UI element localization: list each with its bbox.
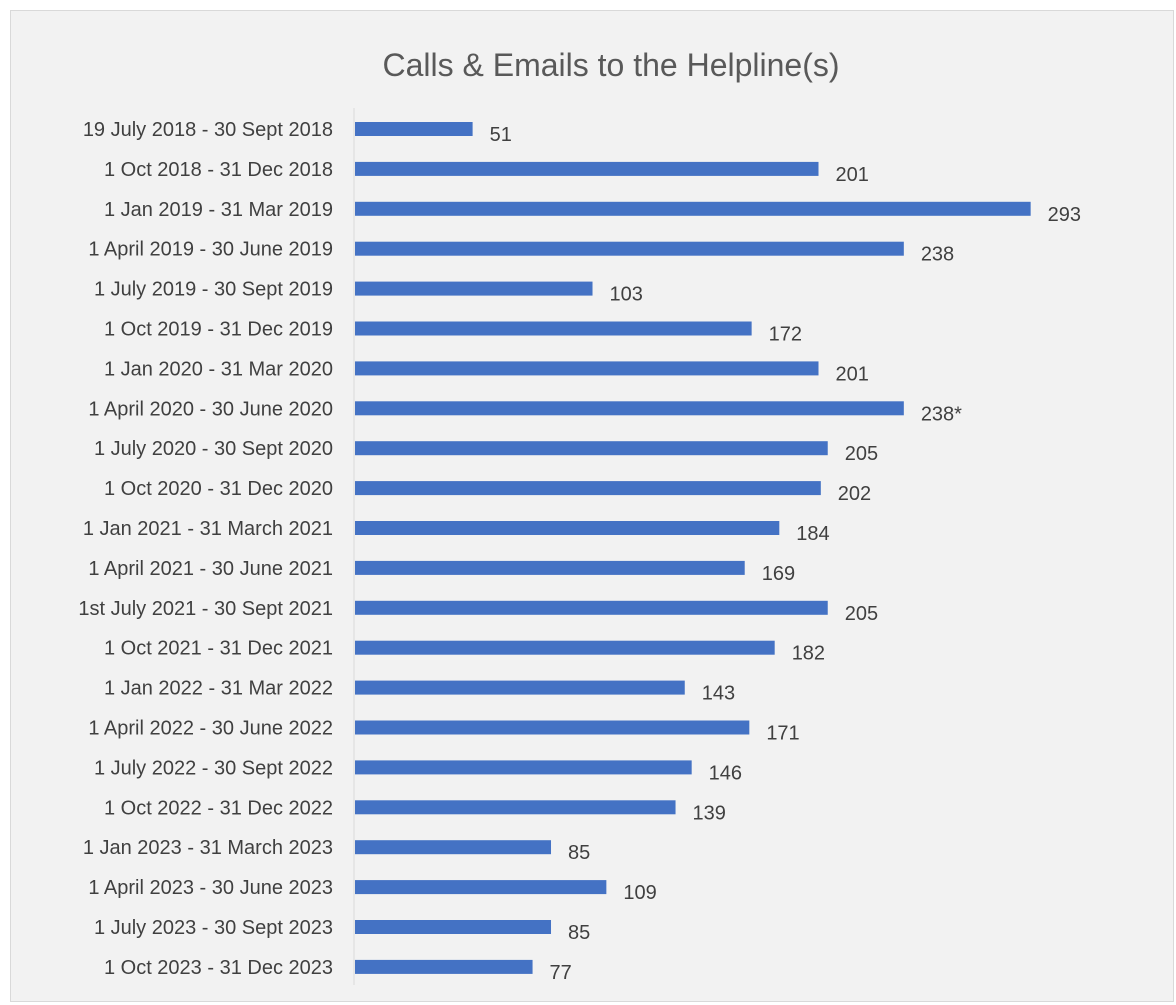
chart-title: Calls & Emails to the Helpline(s) bbox=[382, 47, 840, 83]
data-label: 238* bbox=[921, 403, 962, 425]
data-label: 172 bbox=[769, 324, 802, 346]
data-label: 143 bbox=[702, 683, 735, 705]
category-label: 1 April 2019 - 30 June 2019 bbox=[88, 239, 333, 261]
data-label: 51 bbox=[490, 124, 512, 146]
data-label: 201 bbox=[836, 363, 869, 385]
data-label: 77 bbox=[550, 962, 572, 984]
bar bbox=[355, 920, 552, 934]
bar bbox=[355, 441, 828, 456]
data-label: 139 bbox=[693, 802, 726, 824]
bar bbox=[355, 321, 752, 336]
data-label: 293 bbox=[1048, 204, 1081, 226]
data-label: 182 bbox=[792, 643, 825, 665]
bar bbox=[355, 560, 745, 575]
category-label: 1st July 2021 - 30 Sept 2021 bbox=[78, 598, 333, 620]
data-label: 238 bbox=[921, 244, 954, 266]
data-label: 146 bbox=[709, 762, 742, 784]
category-label: 1 April 2022 - 30 June 2022 bbox=[88, 718, 333, 740]
bar bbox=[355, 241, 904, 256]
data-label: 201 bbox=[836, 164, 869, 186]
data-label: 205 bbox=[845, 443, 878, 465]
category-label: 1 April 2023 - 30 June 2023 bbox=[88, 877, 333, 899]
bar bbox=[355, 361, 819, 376]
data-label: 169 bbox=[762, 563, 795, 585]
category-label: 1 July 2019 - 30 Sept 2019 bbox=[94, 279, 333, 301]
bar bbox=[355, 521, 780, 535]
data-label: 202 bbox=[838, 483, 871, 505]
category-label: 1 Oct 2019 - 31 Dec 2019 bbox=[104, 319, 333, 341]
bar bbox=[355, 640, 775, 655]
data-label: 109 bbox=[623, 882, 656, 904]
data-label: 85 bbox=[568, 842, 590, 864]
category-label: 1 Jan 2022 - 31 Mar 2022 bbox=[104, 678, 333, 700]
category-label: 1 July 2022 - 30 Sept 2022 bbox=[94, 757, 333, 779]
bar bbox=[355, 401, 904, 416]
bar bbox=[355, 481, 821, 496]
category-label: 1 Oct 2022 - 31 Dec 2022 bbox=[104, 797, 333, 819]
category-label: 1 July 2020 - 30 Sept 2020 bbox=[94, 438, 333, 460]
bar bbox=[355, 840, 552, 855]
category-label: 1 Jan 2021 - 31 March 2021 bbox=[83, 518, 333, 540]
category-label: 1 Oct 2023 - 31 Dec 2023 bbox=[104, 957, 333, 979]
bar bbox=[355, 201, 1031, 216]
bar bbox=[355, 880, 607, 895]
bar bbox=[355, 760, 692, 775]
category-label: 1 April 2021 - 30 June 2021 bbox=[88, 558, 333, 580]
category-label: 1 July 2023 - 30 Sept 2023 bbox=[94, 917, 333, 939]
category-label: 1 Jan 2019 - 31 Mar 2019 bbox=[104, 199, 333, 221]
bar bbox=[355, 600, 828, 615]
category-label: 1 Oct 2021 - 31 Dec 2021 bbox=[104, 638, 333, 660]
bar bbox=[355, 800, 676, 815]
data-label: 103 bbox=[610, 284, 643, 306]
category-label: 1 April 2020 - 30 June 2020 bbox=[88, 398, 333, 420]
data-label: 171 bbox=[766, 723, 799, 745]
bar bbox=[355, 161, 819, 176]
bar bbox=[355, 281, 593, 296]
bar bbox=[355, 720, 750, 735]
category-label: 1 Jan 2020 - 31 Mar 2020 bbox=[104, 358, 333, 380]
bar bbox=[355, 122, 473, 136]
category-label: 1 Jan 2023 - 31 March 2023 bbox=[83, 837, 333, 859]
data-label: 205 bbox=[845, 603, 878, 625]
bar bbox=[355, 680, 685, 695]
category-label: 1 Oct 2020 - 31 Dec 2020 bbox=[104, 478, 333, 500]
data-label: 85 bbox=[568, 922, 590, 944]
data-label: 184 bbox=[796, 523, 829, 545]
category-label: 19 July 2018 - 30 Sept 2018 bbox=[83, 119, 333, 141]
category-label: 1 Oct 2018 - 31 Dec 2018 bbox=[104, 159, 333, 181]
bar bbox=[355, 959, 533, 974]
